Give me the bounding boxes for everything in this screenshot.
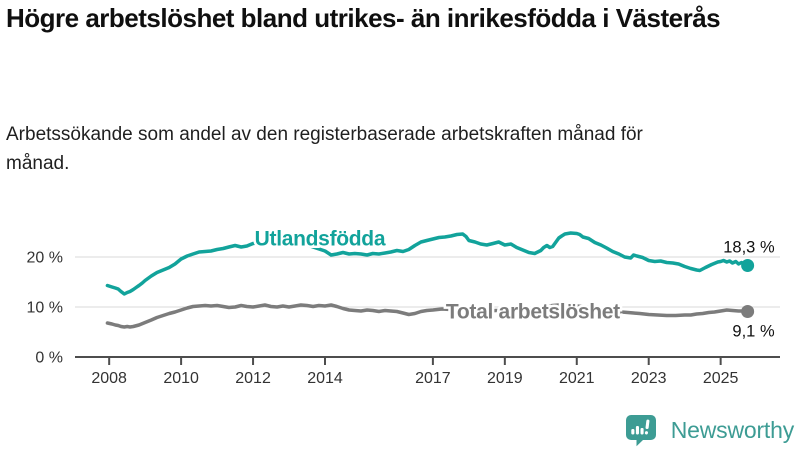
x-tick-label: 2021 [559, 370, 595, 387]
x-tick-label: 2023 [631, 370, 667, 387]
x-tick-label: 2019 [487, 370, 523, 387]
chart-title: Högre arbetslöshet bland utrikes- än inr… [6, 3, 721, 33]
logo-bars-and-exclamation [631, 419, 650, 435]
series-label: Total arbetslöshet [446, 301, 620, 324]
series-end-dot [741, 259, 755, 272]
newsworthy-logo-icon [625, 415, 656, 447]
series-end-value-label: 9,1 % [732, 323, 775, 341]
newsworthy-logo: Newsworthy [625, 414, 794, 447]
y-tick-label: 20 % [27, 250, 63, 267]
series-label: Utlandsfödda [255, 228, 386, 251]
x-tick-label: 2017 [415, 370, 451, 387]
x-tick-label: 2008 [91, 370, 127, 387]
x-tick-label: 2014 [307, 370, 343, 387]
y-tick-label: 10 % [27, 300, 63, 317]
x-tick-label: 2025 [703, 370, 739, 387]
y-tick-label: 0 % [35, 350, 63, 367]
unemployment-line-chart: 2008 2010 2012 2014 2017 2019 2021 2023 2025 0 % 1… [27, 225, 780, 387]
series-line [105, 231, 750, 296]
series-line [105, 303, 750, 329]
series-end-value-label: 18,3 % [723, 239, 775, 257]
x-tick-label: 2012 [235, 370, 271, 387]
x-tick-label: 2010 [163, 370, 199, 387]
chart-subtitle: Arbetssökande som andel av den registerb… [6, 124, 643, 175]
series-end-dot [741, 305, 755, 318]
newsworthy-logo-text: Newsworthy [670, 417, 794, 443]
